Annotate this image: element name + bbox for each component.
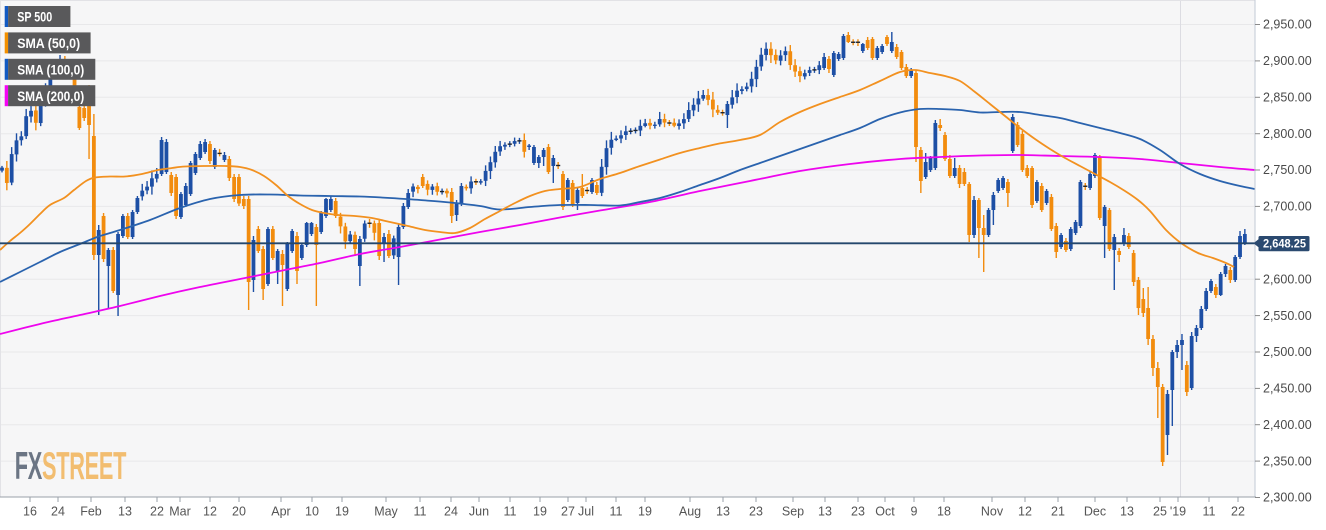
svg-text:24: 24 <box>51 505 65 519</box>
svg-text:22: 22 <box>1231 505 1245 519</box>
svg-text:11: 11 <box>414 505 427 519</box>
svg-text:Jun: Jun <box>469 505 489 519</box>
svg-text:'19: '19 <box>1170 505 1186 519</box>
svg-text:11: 11 <box>504 505 517 519</box>
svg-text:21: 21 <box>1051 505 1065 519</box>
svg-text:Aug: Aug <box>679 505 701 519</box>
svg-text:Apr: Apr <box>271 505 290 519</box>
svg-text:20: 20 <box>232 505 246 519</box>
svg-text:2,750.00: 2,750.00 <box>1263 163 1312 177</box>
svg-text:SMA (200,0): SMA (200,0) <box>17 88 84 104</box>
svg-text:Sep: Sep <box>782 505 804 519</box>
svg-text:13: 13 <box>818 505 832 519</box>
svg-text:19: 19 <box>638 505 652 519</box>
svg-text:10: 10 <box>305 505 319 519</box>
svg-text:12: 12 <box>203 505 217 519</box>
svg-text:May: May <box>374 505 398 519</box>
svg-text:27: 27 <box>561 505 575 519</box>
svg-text:SP 500: SP 500 <box>17 9 52 25</box>
svg-text:2,500.00: 2,500.00 <box>1263 345 1312 359</box>
svg-text:2,850.00: 2,850.00 <box>1263 91 1312 105</box>
svg-text:Mar: Mar <box>169 505 191 519</box>
svg-text:12: 12 <box>1018 505 1032 519</box>
svg-text:13: 13 <box>1120 505 1134 519</box>
svg-text:2,300.00: 2,300.00 <box>1263 491 1312 505</box>
svg-text:Jul: Jul <box>578 505 594 519</box>
svg-text:23: 23 <box>851 505 865 519</box>
svg-text:22: 22 <box>150 505 164 519</box>
svg-text:SMA (50,0): SMA (50,0) <box>17 35 80 51</box>
svg-text:11: 11 <box>1203 505 1216 519</box>
svg-text:13: 13 <box>118 505 132 519</box>
svg-text:9: 9 <box>911 505 918 519</box>
svg-text:2,900.00: 2,900.00 <box>1263 54 1312 68</box>
svg-text:24: 24 <box>444 505 458 519</box>
svg-text:19: 19 <box>533 505 547 519</box>
svg-text:2,550.00: 2,550.00 <box>1263 309 1312 323</box>
svg-text:2,700.00: 2,700.00 <box>1263 200 1312 214</box>
svg-text:2,600.00: 2,600.00 <box>1263 272 1312 286</box>
svg-text:2,450.00: 2,450.00 <box>1263 382 1312 396</box>
svg-text:Dec: Dec <box>1084 505 1106 519</box>
svg-text:19: 19 <box>335 505 349 519</box>
svg-text:Oct: Oct <box>875 505 895 519</box>
svg-text:Feb: Feb <box>80 505 102 519</box>
svg-text:13: 13 <box>716 505 730 519</box>
svg-text:2,350.00: 2,350.00 <box>1263 454 1312 468</box>
svg-text:FXSTREET: FXSTREET <box>15 444 127 487</box>
svg-text:2,648.25: 2,648.25 <box>1263 237 1306 251</box>
svg-text:11: 11 <box>610 505 623 519</box>
svg-text:SMA (100,0): SMA (100,0) <box>17 61 84 77</box>
svg-text:25: 25 <box>1153 505 1167 519</box>
svg-text:2,950.00: 2,950.00 <box>1263 18 1312 32</box>
svg-text:2,400.00: 2,400.00 <box>1263 418 1312 432</box>
svg-text:16: 16 <box>23 505 37 519</box>
svg-text:Nov: Nov <box>981 505 1004 519</box>
svg-text:23: 23 <box>749 505 763 519</box>
svg-text:18: 18 <box>937 505 951 519</box>
svg-text:2,800.00: 2,800.00 <box>1263 127 1312 141</box>
